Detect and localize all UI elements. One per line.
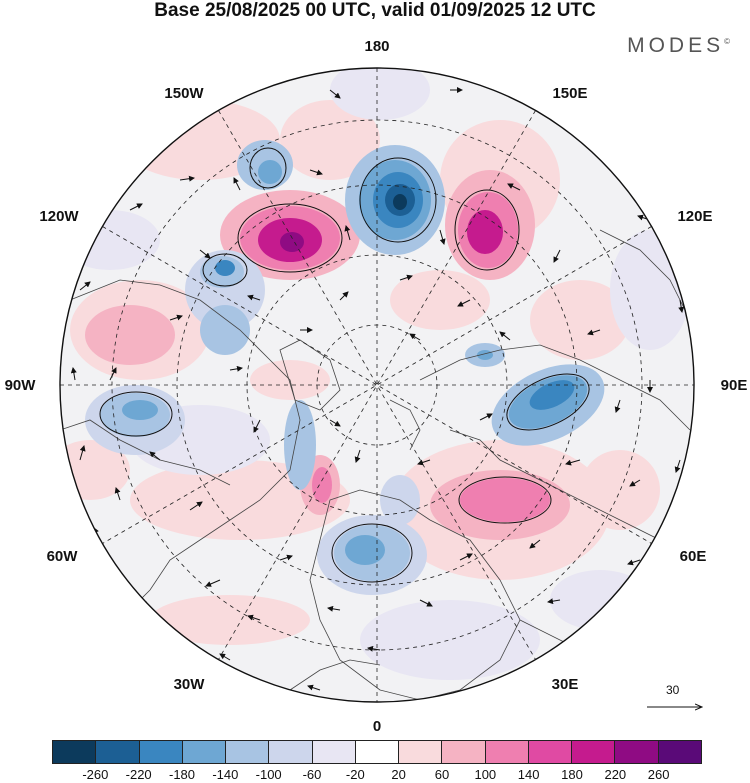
colorbar-tick-label: 20 (391, 767, 406, 782)
colorbar-tick-label: -140 (212, 767, 239, 782)
colorbar-tick-label: -60 (302, 767, 322, 782)
lon-label-120e: 120E (677, 208, 712, 225)
colorbar-tick-label: 220 (604, 767, 627, 782)
colorbar-tick-label: -260 (82, 767, 109, 782)
contours (99, 147, 590, 583)
colorbar-segment (182, 740, 227, 764)
colorbar-tick-label: -220 (125, 767, 152, 782)
colorbar-segment (355, 740, 400, 764)
colorbar-segment (269, 740, 313, 764)
lon-label-90w: 90W (5, 377, 37, 394)
anomaly-field (60, 68, 690, 680)
brand-mark: © (724, 37, 730, 46)
lon-label-60e: 60E (680, 548, 707, 565)
map-disk (60, 68, 694, 702)
lon-label-60w: 60W (47, 548, 79, 565)
colorbar-segment (226, 740, 270, 764)
colorbar-segment (312, 740, 356, 764)
vector-scale-label: 30 (666, 683, 680, 697)
colorbar-segment (52, 740, 97, 764)
colorbar-segment (528, 740, 573, 764)
map-boundary (59, 67, 695, 703)
colorbar-tick-label: 100 (474, 767, 497, 782)
lon-label-180: 180 (364, 38, 389, 55)
lon-label-30e: 30E (552, 676, 579, 693)
lon-label-150w: 150W (164, 85, 204, 102)
brand-text: MODES (627, 34, 725, 57)
colorbar-segment (442, 740, 486, 764)
colorbar-tick-label: 140 (517, 767, 540, 782)
colorbar-segment (96, 740, 140, 764)
lon-label-90e: 90E (721, 377, 748, 394)
colorbar (52, 740, 702, 764)
graticule (60, 68, 694, 702)
colorbar-ticks: -260 -220 -180 -140 -100 -60 -20 20 60 100 140 180 2… (0, 767, 750, 783)
colorbar-tick-label: 60 (434, 767, 450, 782)
colorbar-tick-label: -180 (168, 767, 196, 782)
colorbar-tick-label: 180 (561, 767, 583, 782)
modes-logo: MODES© (627, 34, 730, 58)
lon-label-0: 0 (373, 718, 381, 735)
colorbar-segment (615, 740, 659, 764)
lon-label-150e: 150E (552, 85, 587, 102)
polar-map: 180 150E 120E 90E 60E 30E 0 30W 60W 90W … (5, 38, 748, 735)
vector-scale-arrow (647, 700, 706, 714)
colorbar-segment (485, 740, 529, 764)
colorbar-segment (572, 740, 616, 764)
colorbar-segment (399, 740, 443, 764)
colorbar-tick-label: -100 (255, 767, 282, 782)
lon-label-30w: 30W (174, 676, 206, 693)
colorbar-segment (139, 740, 183, 764)
colorbar-segment (658, 740, 702, 764)
map-title: Base 25/08/2025 00 UTC, valid 01/09/2025… (154, 0, 596, 21)
colorbar-tick-label: 260 (647, 767, 670, 782)
colorbar-tick-label: -20 (345, 767, 365, 782)
lon-label-120w: 120W (39, 208, 79, 225)
